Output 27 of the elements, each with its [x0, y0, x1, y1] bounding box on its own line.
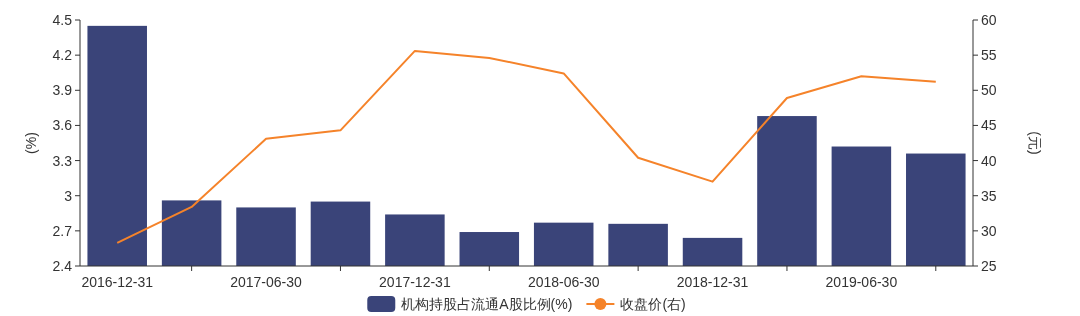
y-tick-label: 4.5 [52, 12, 73, 28]
y2-tick-label: 50 [981, 82, 997, 99]
y-tick-label: 3.3 [52, 152, 73, 169]
y-axis-title: (%) [23, 132, 39, 154]
y-tick-label: 3 [64, 187, 73, 204]
x-tick-label: 2018-12-31 [676, 274, 749, 290]
x-tick-label: 2018-06-30 [527, 274, 600, 290]
y-tick-label: 2.4 [52, 258, 73, 274]
x-tick-label: 2017-12-31 [379, 274, 451, 290]
y2-tick-label: 55 [981, 47, 997, 64]
x-tick-label: 2017-06-30 [230, 274, 303, 290]
y2-tick-label: 30 [981, 222, 997, 239]
y2-tick-label: 25 [981, 258, 997, 274]
y2-tick-label: 35 [981, 187, 997, 204]
y2-tick-label: 40 [981, 152, 997, 169]
y-tick-label: 3.9 [52, 82, 73, 99]
line-series [116, 49, 937, 244]
legend-label: 收盘价(右) [620, 296, 686, 312]
x-tick-label: 2019-06-30 [825, 274, 898, 290]
y2-tick-label: 45 [981, 117, 997, 134]
y2-axis-title: (元) [1027, 131, 1043, 155]
y-tick-label: 3.6 [52, 117, 73, 134]
y2-tick-label: 60 [981, 12, 997, 28]
legend-label: 机构持股占流通A股比例(%) [401, 296, 573, 312]
x-tick-label: 2016-12-31 [81, 274, 154, 290]
y-tick-label: 4.2 [52, 47, 73, 64]
y-tick-label: 2.7 [52, 222, 73, 239]
